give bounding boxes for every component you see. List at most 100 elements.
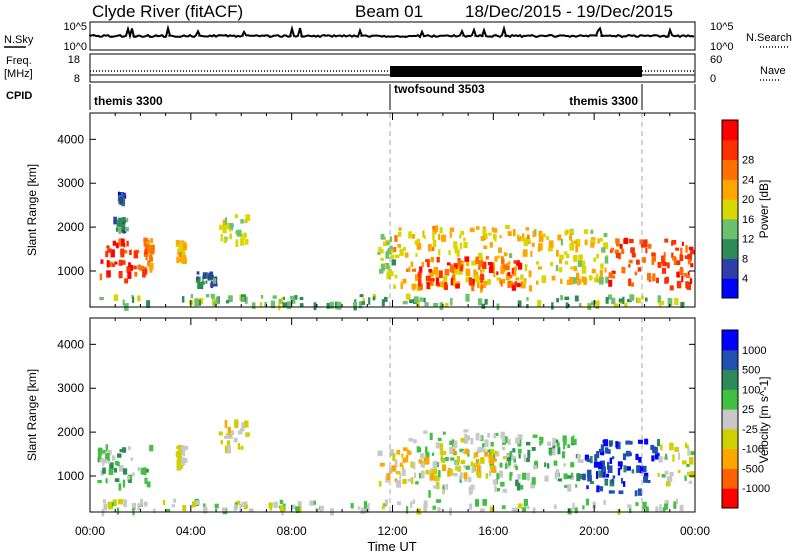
velocity-cell <box>425 446 428 454</box>
power-cell <box>530 250 533 257</box>
velocity-cell <box>492 468 497 473</box>
power-cell <box>667 297 672 302</box>
power-cell <box>147 240 150 245</box>
power-cell <box>241 296 245 302</box>
velocity-colorbar-tick: -100 <box>742 444 764 456</box>
power-cell <box>516 283 521 288</box>
velocity-cell <box>501 446 506 451</box>
velocity-cell <box>563 463 566 467</box>
power-cell <box>667 262 670 269</box>
velocity-cell <box>552 449 556 456</box>
velocity-cell <box>596 485 600 493</box>
velocity-cell <box>489 506 495 512</box>
velocity-cell <box>463 465 466 469</box>
velocity-cell <box>479 447 484 453</box>
velocity-cell <box>499 462 503 468</box>
power-cell <box>681 241 684 246</box>
power-cell <box>680 302 684 308</box>
velocity-cell <box>137 467 142 471</box>
velocity-cell <box>639 465 644 474</box>
power-cell <box>636 259 640 265</box>
power-cell <box>477 298 483 306</box>
power-cell <box>460 230 465 236</box>
velocity-cell <box>509 473 512 481</box>
velocity-cell <box>677 469 681 473</box>
velocity-cell <box>423 500 428 508</box>
power-cell <box>432 239 437 248</box>
power-cell <box>424 302 429 307</box>
power-colorbar-tick: 24 <box>742 174 754 186</box>
power-cell <box>564 230 568 236</box>
velocity-cell <box>487 432 490 438</box>
velocity-cell <box>429 432 433 441</box>
velocity-cell <box>601 466 606 474</box>
velocity-cell <box>245 432 250 437</box>
power-cell <box>108 261 113 267</box>
power-cell <box>121 260 126 265</box>
velocity-cell <box>593 461 599 468</box>
velocity-cell <box>420 453 425 459</box>
power-cell <box>662 262 668 267</box>
velocity-cell <box>280 505 285 513</box>
power-cell <box>358 301 363 309</box>
velocity-cell <box>432 461 438 469</box>
velocity-cell <box>480 436 483 440</box>
power-cell <box>440 280 443 287</box>
velocity-cell <box>686 464 690 468</box>
power-cell <box>465 276 471 283</box>
velocity-cell <box>140 498 143 506</box>
y-tick-label: 1000 <box>57 469 84 483</box>
power-cell <box>572 277 577 284</box>
power-cell <box>687 253 692 260</box>
power-cell <box>487 279 491 285</box>
power-cell <box>118 259 123 266</box>
velocity-cell <box>626 466 631 471</box>
cpid-segment-3: themis 3300 <box>569 94 638 108</box>
power-cell <box>397 231 402 237</box>
velocity-cell <box>298 505 302 513</box>
power-cell <box>245 214 251 221</box>
power-cell <box>619 301 623 305</box>
power-cell <box>423 297 426 303</box>
velocity-cell <box>391 465 397 472</box>
power-cell <box>454 268 459 273</box>
power-cell <box>122 299 125 306</box>
power-cell <box>432 226 437 232</box>
power-cell <box>478 252 483 258</box>
velocity-cell <box>428 490 431 498</box>
velocity-cell <box>106 449 112 455</box>
velocity-cell <box>682 460 687 465</box>
power-cell <box>149 257 153 262</box>
velocity-cell <box>647 480 651 484</box>
velocity-cell <box>105 478 108 484</box>
velocity-cell <box>608 490 612 494</box>
power-cell <box>522 237 527 242</box>
power-cell <box>475 256 480 265</box>
power-cell <box>181 296 185 303</box>
power-cell <box>359 294 364 298</box>
velocity-cell <box>128 446 131 451</box>
power-cell <box>494 256 498 262</box>
power-cell <box>500 280 503 287</box>
velocity-cell <box>237 442 241 450</box>
power-cell <box>480 235 485 242</box>
velocity-cell <box>539 440 542 446</box>
power-cell <box>503 252 508 257</box>
power-cell <box>428 269 432 273</box>
power-cell <box>531 242 535 247</box>
power-cell <box>229 223 234 228</box>
velocity-cell <box>381 504 385 510</box>
power-cell <box>505 265 510 271</box>
velocity-cell <box>410 461 413 468</box>
velocity-cell <box>598 448 603 453</box>
power-cell <box>456 249 460 257</box>
time-axis-labels: 00:00 04:00 08:00 12:00 16:00 20:00 00:00 <box>75 524 710 538</box>
power-cell <box>517 300 522 307</box>
velocity-cell <box>570 436 574 444</box>
power-cell <box>419 297 423 302</box>
velocity-cell <box>248 508 254 512</box>
power-cell <box>674 297 679 305</box>
power-cell <box>590 240 595 248</box>
power-cell <box>421 261 425 268</box>
power-cell <box>198 299 201 306</box>
